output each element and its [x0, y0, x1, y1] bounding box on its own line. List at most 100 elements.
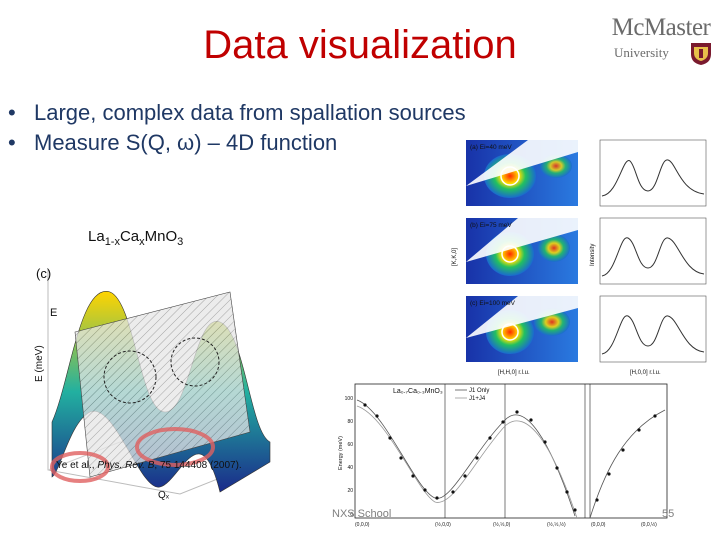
map-marker: [500, 166, 520, 186]
y-tick-label: 100: [345, 396, 354, 402]
logo-name: McMaster: [611, 14, 711, 41]
dispersion-surface-figure: (c) E E (meV) Qₓ: [30, 262, 280, 502]
bullet-text: Large, complex data from spallation sour…: [34, 100, 466, 125]
x-tick-label: (½,0,0): [435, 521, 451, 528]
bullet-item: • Large, complex data from spallation so…: [8, 98, 466, 128]
x-tick-label: (0,0,½): [641, 521, 657, 528]
panel-label: (c): [36, 266, 51, 281]
y-tick-label: 20: [347, 488, 353, 494]
data-points: [363, 403, 657, 512]
data-point: [515, 410, 519, 414]
map-label: (b) Ei=75 meV: [470, 222, 512, 229]
y-tick-label: 0: [350, 512, 353, 518]
cut-plot-frame: [599, 139, 707, 207]
x-tick-label: (½,½,0): [493, 521, 511, 528]
y-axis-label: E (meV): [34, 345, 45, 382]
x-tick-label: (0,0,0): [591, 522, 606, 528]
formula-sub: 1-x: [104, 236, 120, 248]
map-marker: [501, 323, 519, 341]
data-point: [621, 448, 625, 452]
citation: Ye et al., Phys. Rev. B, 75 144408 (2007…: [56, 460, 242, 471]
data-point: [399, 456, 403, 460]
cut-plot-frame: [599, 217, 707, 285]
data-point: [388, 436, 392, 440]
formula-sub: 3: [177, 236, 184, 248]
formula-sub: x: [139, 236, 145, 248]
map-marker: [501, 245, 519, 263]
bullet-text: Measure S(Q, ω) – 4D function: [34, 130, 338, 155]
cut-plane: [74, 291, 251, 478]
map-mask: [466, 140, 578, 186]
cut-plot-frame: [599, 295, 707, 363]
map-panel-c: (c) Ei=100 meV: [466, 295, 707, 363]
citation-authors: Ye et al.,: [56, 460, 98, 471]
map-y-label: [K,K,0]: [452, 248, 458, 266]
citation-journal: Phys. Rev. B: [97, 460, 155, 471]
bullet-list: • Large, complex data from spallation so…: [8, 98, 466, 158]
formula-part: Ca: [119, 228, 140, 245]
data-point: [451, 490, 455, 494]
university-logo: McMaster University: [608, 14, 714, 66]
cut-curve: [601, 237, 705, 277]
formula-part: La: [88, 228, 105, 245]
logo-sub: University: [614, 45, 669, 60]
cut-curve: [601, 159, 705, 197]
data-point: [501, 420, 505, 424]
map-panel-b: (b) Ei=75 meV: [466, 217, 707, 285]
bullet-dot: •: [8, 100, 16, 125]
spin-wave-dispersion-plot: La₀.₇Ca₀.₃MnO₃ J1 Only J1+J4 Energy (meV…: [335, 380, 671, 530]
contour-ring: [170, 337, 220, 387]
y-tick-label: 40: [347, 465, 353, 471]
legend-item: J1 Only: [469, 388, 489, 394]
data-point: [595, 498, 599, 502]
highlight-ring: [135, 427, 215, 467]
fit-curve-j1: [356, 399, 576, 517]
y-tick-label: 60: [347, 442, 353, 448]
data-point: [653, 414, 657, 418]
x-tick-label: (½,½,½): [547, 521, 566, 528]
footer-text: NXS School: [332, 508, 392, 520]
cut-y-label: Intensity: [590, 244, 596, 266]
plot-frame: [354, 383, 668, 519]
data-point: [543, 440, 547, 444]
data-point: [573, 508, 577, 512]
map-mask: [466, 296, 578, 338]
data-point: [607, 472, 611, 476]
data-point: [435, 496, 439, 500]
e-label: E: [50, 307, 57, 319]
y-axis-label: Energy (meV): [338, 436, 344, 470]
data-point: [488, 436, 492, 440]
fit-curve-j1: [589, 409, 666, 519]
fit-curve-j1j4: [356, 405, 578, 519]
data-point: [555, 466, 559, 470]
data-point: [475, 456, 479, 460]
formula-part: MnO: [144, 228, 178, 245]
map-panel-a: (a) Ei=40 meV: [466, 139, 707, 207]
y-tick-label: 80: [347, 419, 353, 425]
data-point: [565, 490, 569, 494]
data-point: [375, 414, 379, 418]
cut-x-label: [H,0,0] r.l.u.: [630, 370, 661, 376]
crest-icon: [691, 43, 711, 65]
data-point: [411, 474, 415, 478]
data-point: [463, 474, 467, 478]
data-point: [423, 488, 427, 492]
map-mask: [466, 218, 578, 262]
data-point: [637, 428, 641, 432]
map-label: (a) Ei=40 meV: [470, 144, 512, 151]
bullet-dot: •: [8, 130, 16, 155]
intensity-maps-figure: (a) Ei=40 meV (b) Ei=75 meV (c) Ei=100 m…: [448, 136, 710, 386]
compound-formula: La1-xCaxMnO3: [88, 228, 183, 248]
x-tick-label: (0,0,0): [355, 522, 370, 528]
legend-item: J1+J4: [469, 396, 486, 402]
plot-background: [335, 380, 671, 530]
legend-title: La₀.₇Ca₀.₃MnO₃: [393, 388, 443, 395]
highlight-ring: [50, 451, 110, 483]
map-x-label: [H,H,0] r.l.u.: [498, 370, 530, 376]
x-axis-label: Qₓ: [158, 490, 170, 501]
data-point: [363, 403, 367, 407]
citation-details: , 75 144408 (2007).: [154, 460, 242, 471]
page-number: 55: [662, 508, 675, 520]
contour-ring: [103, 350, 157, 404]
cut-curve: [601, 315, 705, 355]
